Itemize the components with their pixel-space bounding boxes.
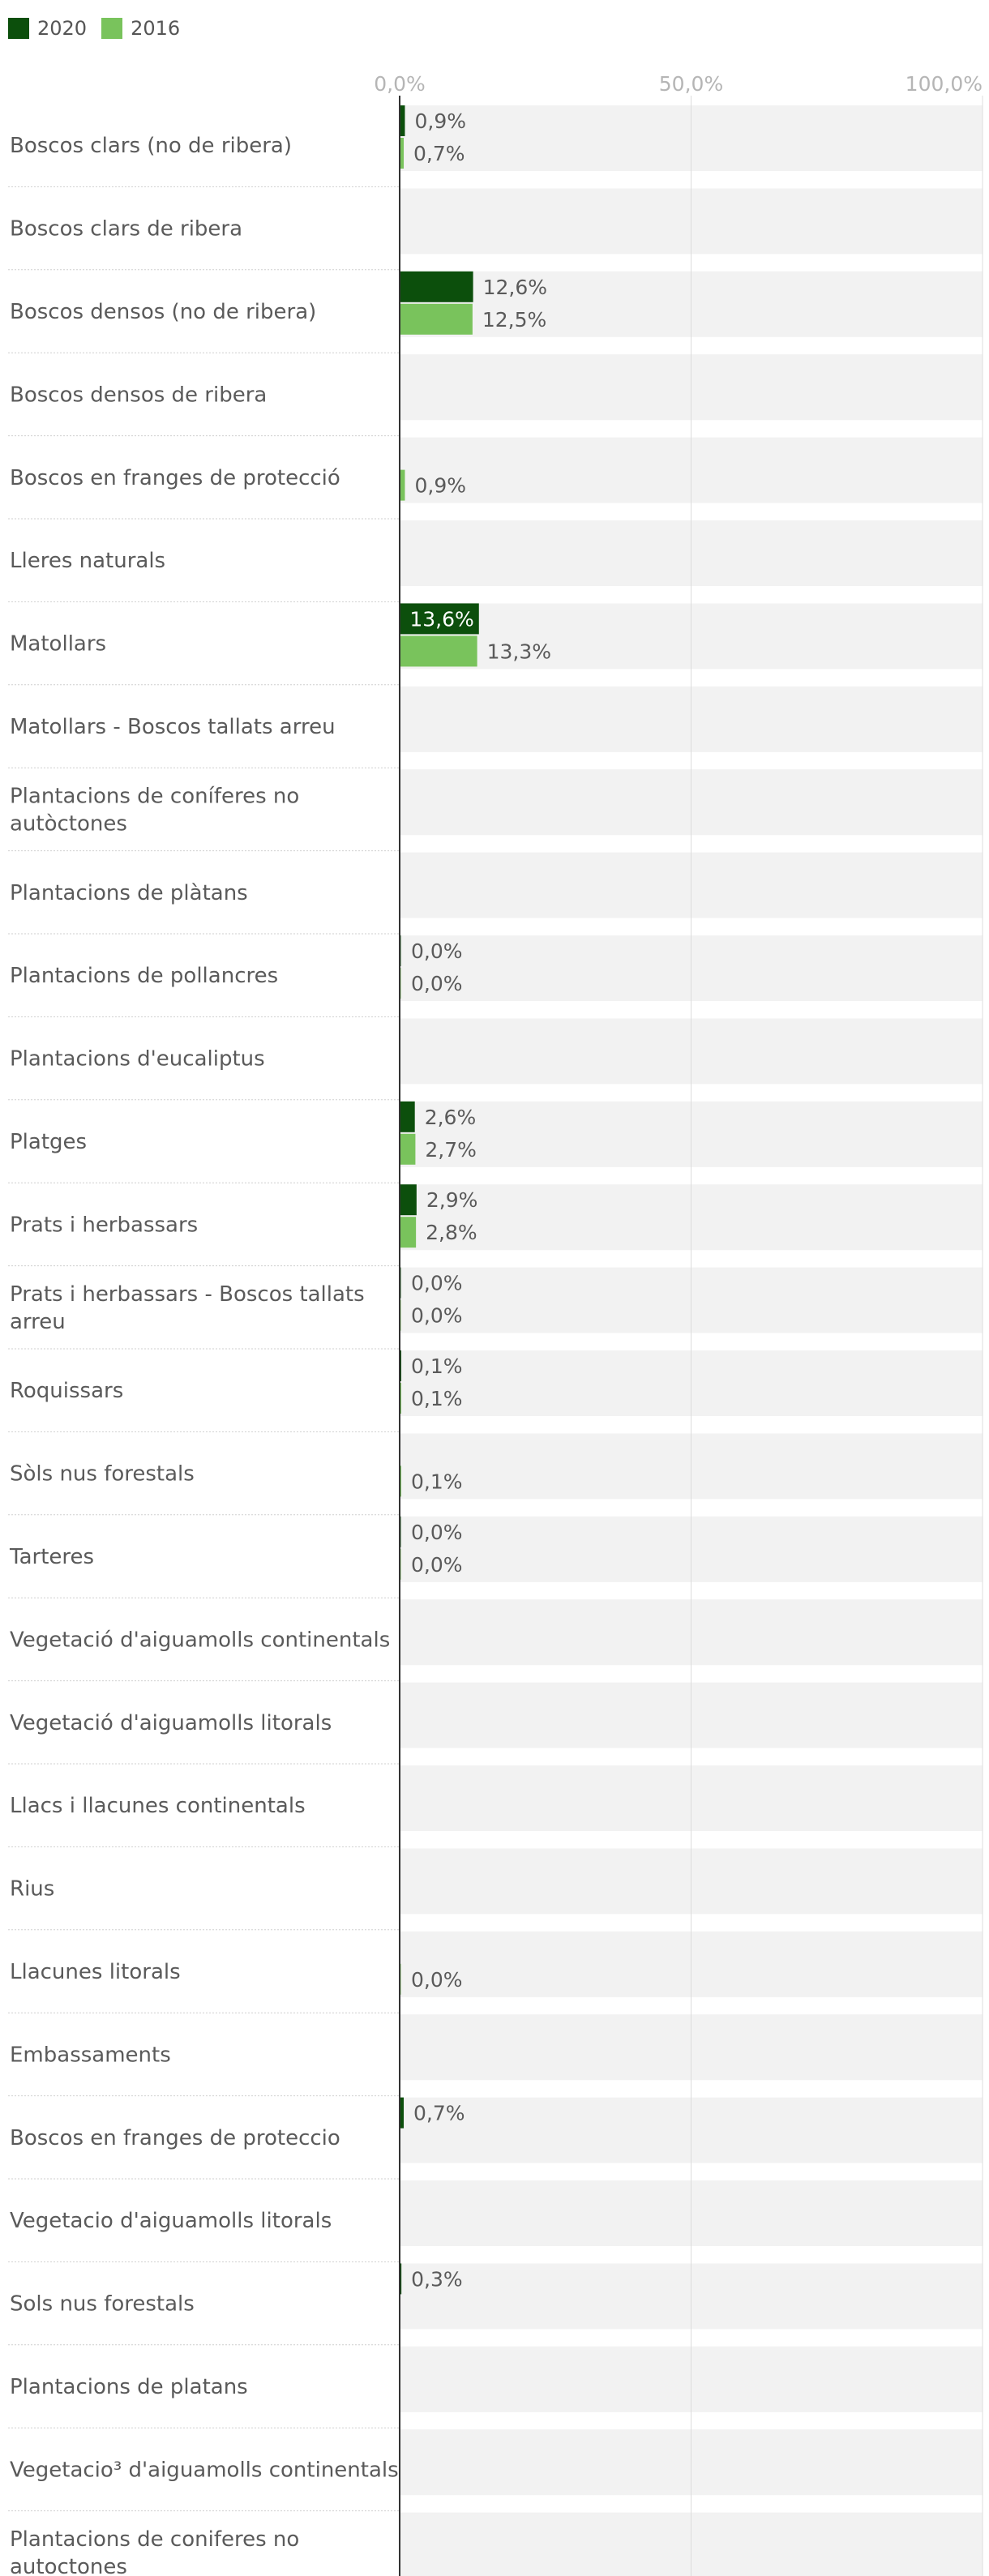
data-label-2016: 0,1% xyxy=(411,1387,463,1410)
data-label-2020: 0,0% xyxy=(411,939,463,963)
category-label: Vegetacio³ d'aiguamolls continentals xyxy=(10,2458,399,2482)
category-label: Plantacions de coniferes no autoctones xyxy=(10,2527,299,2576)
bar-2020[interactable] xyxy=(400,1101,415,1132)
data-label-2020: 0,0% xyxy=(411,1521,463,1544)
category-label: Matollars - Boscos tallats arreu xyxy=(10,715,336,739)
category-label: Lleres naturals xyxy=(10,549,165,573)
category-label: Vegetació d'aiguamolls litorals xyxy=(10,1711,332,1735)
legend-label-2016: 2016 xyxy=(131,17,181,40)
bar-2020[interactable] xyxy=(400,2097,405,2129)
category-label: Plantacions d'eucaliptus xyxy=(10,1047,265,1072)
data-label-2016: 0,0% xyxy=(411,1968,463,1992)
category-label: Boscos clars (no de ribera) xyxy=(10,134,292,158)
legend: 2020 2016 xyxy=(8,15,195,42)
bar-2020[interactable] xyxy=(400,2263,402,2295)
category-label: Platges xyxy=(10,1130,87,1154)
bar-2020[interactable] xyxy=(400,603,479,635)
legend-label-2020: 2020 xyxy=(37,17,88,40)
data-label-2016: 0,1% xyxy=(411,1470,463,1493)
category-label: Plantacions de plàtans xyxy=(10,881,248,905)
legend-item-2016[interactable]: 2016 xyxy=(101,17,180,40)
data-label-2020: 0,3% xyxy=(411,2267,463,2291)
bar-2016[interactable] xyxy=(400,138,405,169)
bar-2020[interactable] xyxy=(400,1184,417,1216)
category-label: Sols nus forestals xyxy=(10,2292,195,2317)
category-label: Llacs i llacunes continentals xyxy=(10,1794,306,1818)
category-label: Boscos densos de ribera xyxy=(10,383,267,407)
legend-item-2020[interactable]: 2020 xyxy=(8,17,87,40)
bar-2020[interactable] xyxy=(400,105,405,136)
bar-2016[interactable] xyxy=(400,469,405,501)
data-label-2020: 0,7% xyxy=(413,2102,465,2125)
category-label: Boscos clars de ribera xyxy=(10,217,242,242)
data-label-2016: 0,0% xyxy=(411,1304,463,1328)
category-label: Sòls nus forestals xyxy=(10,1462,195,1487)
data-label-2020: 2,9% xyxy=(426,1188,478,1212)
data-label-2020: 13,6% xyxy=(409,607,473,631)
category-label: Roquissars xyxy=(10,1379,123,1403)
category-label: Matollars xyxy=(10,632,106,657)
data-label-2016: 2,8% xyxy=(426,1221,477,1244)
data-label-2016: 12,5% xyxy=(482,308,546,332)
category-label: Plantacions de pollancres xyxy=(10,964,278,988)
bar-2016[interactable] xyxy=(400,1133,416,1165)
category-label: Boscos en franges de proteccio xyxy=(10,2126,340,2150)
category-label: Vegetacio d'aiguamolls litorals xyxy=(10,2209,332,2233)
data-label-2020: 12,6% xyxy=(483,276,547,299)
category-label: Rius xyxy=(10,1877,54,1902)
category-label: Prats i herbassars xyxy=(10,1213,198,1237)
data-label-2020: 2,6% xyxy=(425,1106,477,1129)
category-label: Llacunes litorals xyxy=(10,1960,181,1984)
data-label-2016: 13,3% xyxy=(487,640,551,663)
bar-2016[interactable] xyxy=(400,303,473,335)
category-label: Plantacions de platans xyxy=(10,2375,248,2399)
data-label-2016: 0,0% xyxy=(411,1553,463,1577)
legend-swatch-2020 xyxy=(8,18,29,39)
category-label: Boscos en franges de protecció xyxy=(10,466,340,490)
bar-2016[interactable] xyxy=(400,1217,417,1248)
x-tick-label: 50,0% xyxy=(659,72,723,96)
category-label: Plantacions de coníferes no autòctones xyxy=(10,784,299,836)
data-label-2020: 0,1% xyxy=(411,1354,463,1378)
category-label: Boscos densos (no de ribera) xyxy=(10,300,316,324)
data-label-2016: 0,0% xyxy=(411,972,463,995)
x-tick-label: 100,0% xyxy=(906,72,983,96)
legend-swatch-2016 xyxy=(101,18,123,39)
data-label-2020: 0,0% xyxy=(411,1272,463,1295)
category-label: Tarteres xyxy=(9,1545,94,1569)
data-label-2016: 0,9% xyxy=(414,474,466,498)
category-label: Vegetació d'aiguamolls continentals xyxy=(10,1628,390,1652)
category-label: Embassaments xyxy=(10,2043,171,2067)
data-label-2016: 0,7% xyxy=(413,142,465,165)
data-label-2020: 0,9% xyxy=(414,109,466,133)
data-label-2016: 2,7% xyxy=(425,1138,477,1162)
category-label: Prats i herbassars - Boscos tallats arreu xyxy=(10,1282,365,1334)
x-tick-label: 0,0% xyxy=(374,72,426,96)
bar-2020[interactable] xyxy=(400,271,473,302)
bar-2016[interactable] xyxy=(400,635,477,667)
